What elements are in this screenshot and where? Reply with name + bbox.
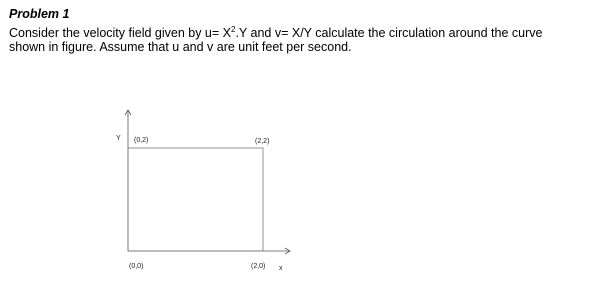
problem-title: Problem 1	[9, 7, 70, 21]
x-arrow	[284, 247, 291, 255]
x-axis-label: x	[279, 265, 283, 272]
statement-text: .Y and v= X/Y calculate the circulation …	[235, 26, 543, 40]
corner-label: (0,0)	[129, 263, 143, 270]
curve-square	[127, 147, 264, 252]
statement-line: Consider the velocity field given by u= …	[9, 25, 542, 40]
statement-text: Consider the velocity field given by u= …	[9, 26, 231, 40]
corner-label: (0,2)	[134, 137, 148, 144]
statement-line: shown in figure. Assume that u and v are…	[9, 40, 352, 54]
superscript: 2	[231, 25, 236, 34]
y-arrow	[124, 109, 132, 116]
y-axis-label: Y	[116, 135, 121, 142]
corner-label: (2,0)	[251, 263, 265, 270]
corner-label: (2,2)	[255, 138, 269, 145]
